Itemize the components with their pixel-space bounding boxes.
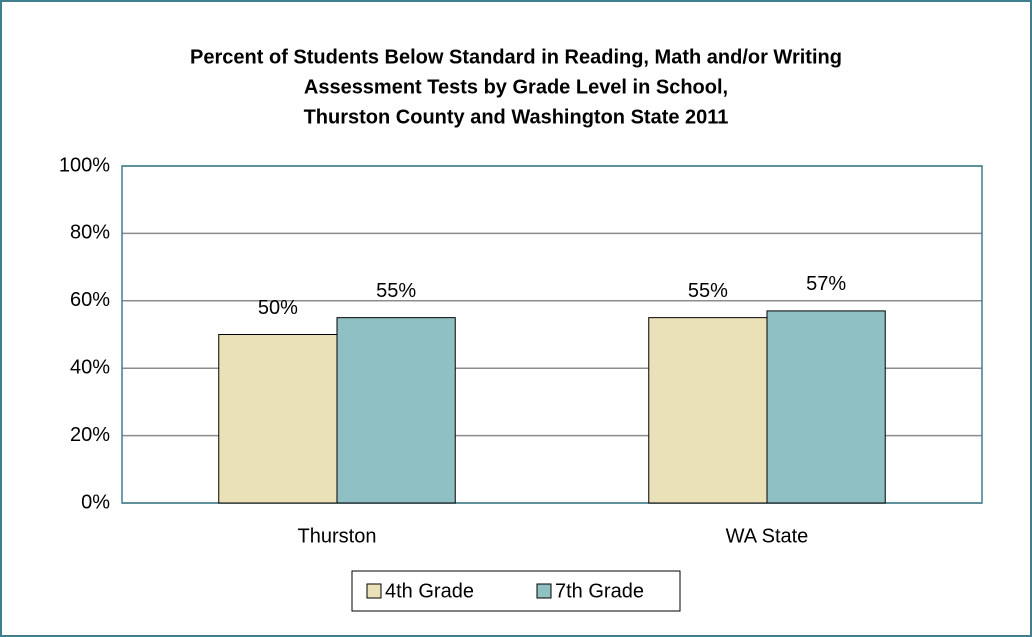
bar [336,317,456,504]
x-tick-label: WA State [726,525,809,547]
x-tick-label: Thurston [298,525,377,547]
bar [766,310,886,504]
y-tick-label: 80% [70,222,110,244]
chart-title: Thurston County and Washington State 201… [304,106,729,128]
y-tick-label: 60% [70,289,110,311]
bar [648,317,768,504]
legend-label: 4th Grade [385,580,474,602]
value-label: 50% [258,297,298,319]
chart-title: Percent of Students Below Standard in Re… [190,46,842,68]
chart-title: Assessment Tests by Grade Level in Schoo… [304,76,728,98]
value-label: 57% [806,273,846,295]
legend-label: 7th Grade [555,580,644,602]
y-tick-label: 40% [70,356,110,378]
y-tick-label: 0% [81,491,110,513]
legend-swatch [536,583,552,599]
legend-swatch [366,583,382,599]
bar [218,334,338,504]
plot-border [121,165,983,504]
legend-box [351,570,681,612]
y-tick-label: 20% [70,424,110,446]
value-label: 55% [376,280,416,302]
value-label: 55% [688,280,728,302]
y-tick-label: 100% [59,154,110,176]
